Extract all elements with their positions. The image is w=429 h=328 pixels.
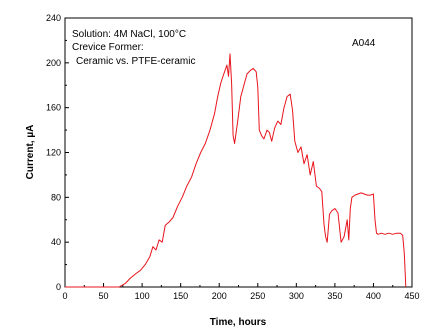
y-tick-label: 40 — [51, 237, 61, 247]
annotation-crevice-former: Crevice Former: — [72, 42, 144, 53]
annotation-specimen-id: A044 — [352, 38, 376, 49]
x-tick-label: 350 — [327, 291, 342, 301]
annotation-solution: Solution: 4M NaCl, 100°C — [72, 29, 186, 40]
y-axis-title: Current, µA — [25, 125, 36, 180]
y-tick-label: 80 — [51, 192, 61, 202]
y-tick-label: 160 — [46, 103, 61, 113]
y-tick-label: 200 — [46, 58, 61, 68]
x-tick-label: 50 — [99, 291, 109, 301]
x-tick-label: 400 — [366, 291, 381, 301]
series-line-current — [65, 53, 407, 288]
x-tick-label: 250 — [250, 291, 265, 301]
y-tick-label: 0 — [56, 282, 61, 292]
x-tick-label: 300 — [289, 291, 304, 301]
x-tick-label: 0 — [62, 291, 67, 301]
annotation-crevice-materials: Ceramic vs. PTFE-ceramic — [76, 56, 195, 67]
x-tick-label: 100 — [135, 291, 150, 301]
x-axis-title: Time, hours — [210, 317, 267, 328]
x-tick-label: 450 — [404, 291, 419, 301]
x-tick-label: 200 — [212, 291, 227, 301]
y-tick-label: 120 — [46, 148, 61, 158]
y-tick-label: 240 — [46, 13, 61, 23]
ticks: 0 50 100 150 200 250 300 350 400 450 0 40 80 120 160 20… — [46, 13, 420, 301]
x-tick-label: 150 — [173, 291, 188, 301]
